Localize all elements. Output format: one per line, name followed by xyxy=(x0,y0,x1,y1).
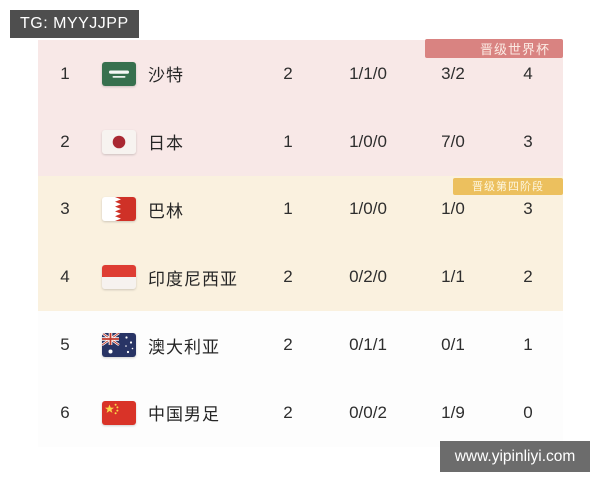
flag-cell xyxy=(92,197,138,222)
rank-cell: 3 xyxy=(60,199,70,219)
table-row-china[interactable]: 6 中国男足 2 0/0/2 1/9 0 xyxy=(38,379,563,447)
table-row-japan[interactable]: 2 日本 1 1/0/0 7/0 3 xyxy=(38,108,563,176)
win-draw-loss-cell: 0/1/1 xyxy=(349,335,387,355)
flag-saudi-arabia-icon xyxy=(102,61,136,86)
goals-for-against-cell: 0/1 xyxy=(441,335,465,355)
team-name-cell: 中国男足 xyxy=(148,405,220,425)
table-row-saudi-arabia[interactable]: 1 沙特 2 1/1/0 3/2 4 xyxy=(38,40,563,108)
goals-for-against-cell: 7/0 xyxy=(441,131,465,151)
team-name-cell: 澳大利亚 xyxy=(148,337,220,357)
matches-played-cell: 2 xyxy=(283,267,293,287)
flag-china-icon xyxy=(102,400,136,425)
goals-for-against-cell: 1/9 xyxy=(441,402,465,422)
telegram-tag-badge: TG: MYYJJPP xyxy=(10,10,139,38)
standings-table: 晋级世界杯 1 沙特 2 1/1/0 3/2 4 2 日本 1 1/0/0 7/… xyxy=(38,39,563,447)
goals-for-against-cell: 3/2 xyxy=(441,63,465,83)
rank-cell: 1 xyxy=(60,63,70,83)
points-cell: 2 xyxy=(523,267,533,287)
flag-cell xyxy=(92,333,138,358)
flag-cell xyxy=(92,61,138,86)
flag-cell xyxy=(92,400,138,425)
matches-played-cell: 2 xyxy=(283,335,293,355)
win-draw-loss-cell: 0/0/2 xyxy=(349,402,387,422)
telegram-tag-text: TG: MYYJJPP xyxy=(20,15,129,32)
qualification-badge-qualify-world-cup: 晋级世界杯 xyxy=(425,39,563,58)
table-row-bahrain[interactable]: 3 巴林 1 1/0/0 1/0 3 xyxy=(38,176,563,244)
flag-bahrain-icon xyxy=(102,197,136,222)
watermark-text: www.yipinliyi.com xyxy=(454,447,576,465)
team-name-cell: 沙特 xyxy=(148,66,184,86)
matches-played-cell: 2 xyxy=(283,63,293,83)
team-name-cell: 日本 xyxy=(148,134,184,154)
watermark-bar: www.yipinliyi.com xyxy=(440,441,590,472)
win-draw-loss-cell: 1/0/0 xyxy=(349,199,387,219)
win-draw-loss-cell: 1/1/0 xyxy=(349,63,387,83)
goals-for-against-cell: 1/0 xyxy=(441,199,465,219)
flag-cell xyxy=(92,265,138,290)
matches-played-cell: 1 xyxy=(283,199,293,219)
points-cell: 4 xyxy=(523,63,533,83)
points-cell: 0 xyxy=(523,402,533,422)
flag-australia-icon xyxy=(102,333,136,358)
points-cell: 3 xyxy=(523,199,533,219)
table-row-australia[interactable]: 5 澳大利亚 2 0/1/1 0/1 1 xyxy=(38,311,563,379)
team-name-cell: 巴林 xyxy=(148,201,184,221)
flag-japan-icon xyxy=(102,129,136,154)
rank-cell: 5 xyxy=(60,335,70,355)
team-name-cell: 印度尼西亚 xyxy=(148,269,238,289)
points-cell: 1 xyxy=(523,335,533,355)
section-qualify-world-cup: 晋级世界杯 1 沙特 2 1/1/0 3/2 4 2 日本 1 1/0/0 7/… xyxy=(38,39,563,176)
points-cell: 3 xyxy=(523,131,533,151)
rank-cell: 2 xyxy=(60,131,70,151)
rank-cell: 4 xyxy=(60,267,70,287)
table-row-indonesia[interactable]: 4 印度尼西亚 2 0/2/0 1/1 2 xyxy=(38,243,563,311)
win-draw-loss-cell: 0/2/0 xyxy=(349,267,387,287)
goals-for-against-cell: 1/1 xyxy=(441,267,465,287)
matches-played-cell: 2 xyxy=(283,402,293,422)
flag-cell xyxy=(92,129,138,154)
rank-cell: 6 xyxy=(60,402,70,422)
win-draw-loss-cell: 1/0/0 xyxy=(349,131,387,151)
section-no-qualification: 5 澳大利亚 2 0/1/1 0/1 1 6 中国男足 2 0/0/2 1/9 … xyxy=(38,311,563,447)
matches-played-cell: 1 xyxy=(283,131,293,151)
qualification-badge-qualify-fourth-round: 晋级第四阶段 xyxy=(453,177,563,195)
flag-indonesia-icon xyxy=(102,265,136,290)
section-qualify-fourth-round: 晋级第四阶段 3 巴林 1 1/0/0 1/0 3 4 印度尼西亚 2 0/2/… xyxy=(38,175,563,312)
